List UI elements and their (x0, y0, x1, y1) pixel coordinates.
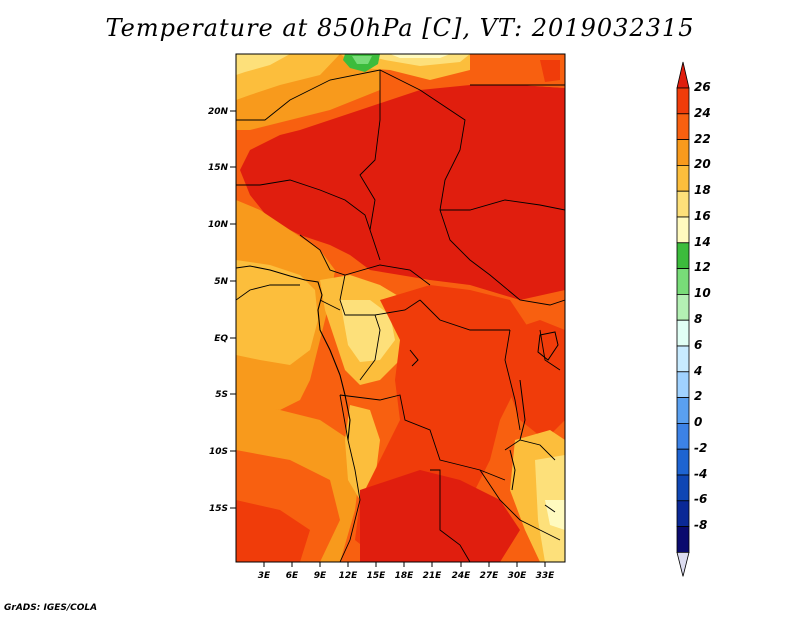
lat-label: 15N (208, 163, 229, 173)
colorbar-label: 24 (694, 106, 711, 120)
lon-label: 3E (258, 571, 271, 581)
colorbar-label: 8 (694, 312, 702, 326)
colorbar-swatch (676, 474, 690, 502)
colorbar-label: 22 (694, 132, 711, 146)
colorbar-label: -6 (694, 492, 707, 506)
lon-label: 18E (395, 571, 415, 581)
country-borders (236, 69, 565, 562)
colorbar-swatch (676, 242, 690, 270)
colorbar-swatch (676, 164, 690, 192)
grads-credit: GrADS: IGES/COLA (4, 603, 98, 613)
lon-label: 30E (508, 571, 528, 581)
lon-axis (263, 562, 546, 567)
map-title: Temperature at 850hPa [C], VT: 201903231… (105, 14, 695, 42)
colorbar-swatch (676, 87, 690, 115)
lat-label: 5N (214, 277, 228, 287)
lon-label: 27E (480, 571, 500, 581)
colorbar-label: -2 (694, 441, 707, 455)
lat-axis (230, 110, 236, 509)
colorbar (676, 61, 690, 577)
colorbar-swatch (676, 190, 690, 218)
colorbar-label: -4 (694, 467, 707, 481)
lat-label: 10N (208, 220, 229, 230)
colorbar-label: -8 (694, 518, 707, 532)
lat-label: 15S (209, 504, 228, 514)
colorbar-label: 0 (694, 415, 702, 429)
colorbar-label: 2 (694, 389, 702, 403)
colorbar-swatch (676, 268, 690, 295)
colorbar-swatch (676, 500, 690, 527)
lat-label: 10S (209, 447, 228, 457)
map-frame (235, 53, 566, 563)
colorbar-top-triangle (676, 61, 690, 89)
temperature-field (236, 54, 565, 562)
colorbar-labels: 26 24 22 20 18 16 14 12 10 8 6 4 2 0 -2 … (693, 80, 711, 532)
lon-label: 21E (423, 571, 443, 581)
coastline (236, 265, 351, 441)
colorbar-swatch (676, 216, 690, 244)
lon-label: 15E (367, 571, 387, 581)
colorbar-swatch (676, 293, 690, 321)
colorbar-label: 14 (694, 235, 711, 249)
colorbar-swatch (676, 422, 690, 450)
colorbar-label: 12 (694, 260, 711, 274)
colorbar-swatch (676, 397, 690, 424)
lat-label: 5S (215, 390, 228, 400)
lakes (409, 331, 559, 513)
lon-label: 9E (314, 571, 327, 581)
lon-label: 24E (452, 571, 472, 581)
colorbar-label: 10 (694, 286, 711, 300)
colorbar-swatch (676, 139, 690, 166)
lon-label: 12E (339, 571, 359, 581)
colorbar-label: 18 (694, 183, 711, 197)
colorbar-swatch (676, 448, 690, 476)
colorbar-label: 4 (693, 364, 702, 378)
colorbar-label: 16 (694, 209, 711, 223)
colorbar-bottom-triangle (676, 552, 690, 577)
colorbar-label: 26 (694, 80, 711, 94)
lat-label: EQ (214, 334, 228, 344)
colorbar-label: 6 (694, 338, 702, 352)
colorbar-swatch (676, 526, 690, 553)
colorbar-swatch (676, 371, 690, 398)
lat-label: 20N (208, 107, 229, 117)
lon-label: 33E (536, 571, 556, 581)
colorbar-label: 20 (694, 157, 711, 171)
colorbar-swatch (676, 113, 690, 141)
lon-label: 6E (286, 571, 299, 581)
colorbar-swatch (676, 345, 690, 373)
colorbar-swatch (676, 319, 690, 347)
